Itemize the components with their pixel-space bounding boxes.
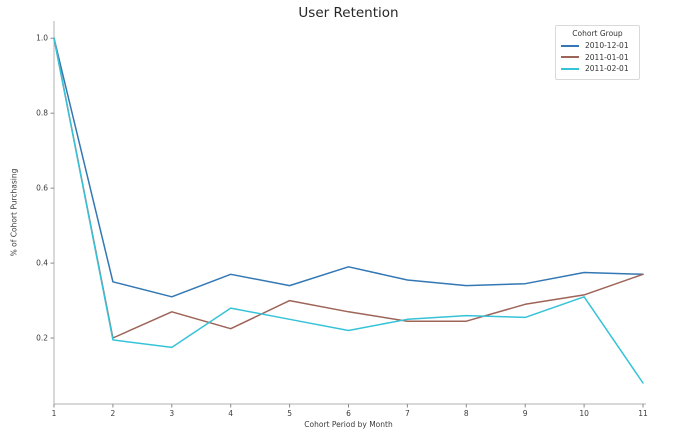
x-tick-label: 1	[52, 409, 57, 418]
x-tick-label: 8	[464, 409, 469, 418]
chart-title: User Retention	[298, 5, 399, 21]
x-tick-label: 6	[346, 409, 351, 418]
legend-title: Cohort Group	[572, 29, 623, 38]
y-tick-label: 0.6	[36, 184, 48, 193]
y-tick-label: 0.2	[36, 334, 48, 343]
x-tick-label: 2	[111, 409, 116, 418]
x-tick-label: 9	[523, 409, 528, 418]
legend-line-swatch	[561, 56, 579, 59]
legend-line-swatch	[561, 67, 579, 70]
x-tick-label: 4	[228, 409, 233, 418]
y-tick-label: 1.0	[36, 34, 48, 43]
y-axis-label: % of Cohort Purchasing	[9, 168, 19, 257]
series-line-2011-01-01	[53, 37, 644, 339]
legend-rows: 2010-12-01 2011-01-01 2011-02-01	[561, 40, 634, 75]
y-tick-label: 0.8	[36, 109, 48, 118]
legend-item: 2011-01-01	[561, 52, 634, 64]
legend-item: 2010-12-01	[561, 40, 634, 52]
legend: Cohort Group 2010-12-01 2011-01-01 2011-02…	[555, 25, 640, 80]
x-tick-label: 10	[579, 409, 589, 418]
legend-label: 2011-01-01	[585, 52, 629, 62]
x-tick-label: 11	[638, 409, 648, 418]
legend-label: 2010-12-01	[585, 41, 629, 51]
x-axis-label: Cohort Period by Month	[304, 420, 393, 429]
legend-item: 2011-02-01	[561, 63, 634, 75]
series-line-2011-02-01	[53, 37, 644, 384]
x-tick-label: 3	[169, 409, 174, 418]
legend-line-swatch	[561, 44, 579, 47]
legend-label: 2011-02-01	[585, 64, 629, 74]
y-tick-label: 0.4	[36, 259, 48, 268]
series-line-2010-12-01	[53, 37, 644, 298]
x-tick-label: 5	[287, 409, 292, 418]
x-tick-label: 7	[405, 409, 410, 418]
